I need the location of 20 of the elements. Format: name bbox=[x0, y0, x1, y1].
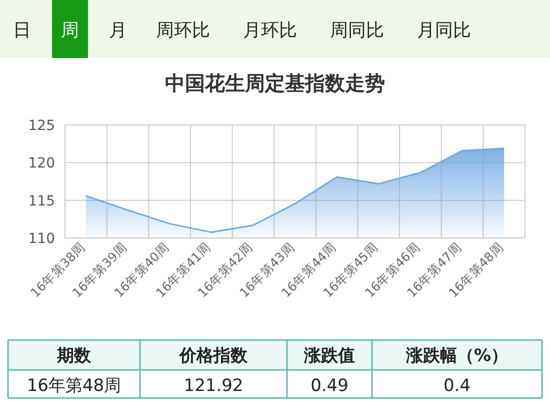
text: 月 bbox=[109, 20, 127, 41]
y-tick-label: 125 bbox=[28, 118, 55, 134]
text: 0.4 bbox=[443, 376, 471, 396]
text: 价格指数 bbox=[178, 346, 248, 366]
y-tick-label: 115 bbox=[28, 193, 55, 210]
text: 16年第48周 bbox=[26, 376, 122, 396]
text: 月同比 bbox=[417, 20, 471, 41]
y-tick-label: 110 bbox=[28, 231, 55, 247]
text: 121.92 bbox=[184, 376, 244, 396]
text: 周 bbox=[61, 20, 79, 41]
text: 月环比 bbox=[243, 20, 297, 41]
text: 日 bbox=[13, 20, 31, 41]
text: 0.49 bbox=[310, 376, 348, 396]
chart-title: 中国花生周定基指数走势 bbox=[165, 71, 385, 95]
text: 涨跌幅（%） bbox=[404, 346, 508, 366]
text: 期数 bbox=[56, 346, 92, 366]
text: 周环比 bbox=[156, 20, 210, 41]
text: 涨跌值 bbox=[303, 346, 355, 366]
text: 周同比 bbox=[330, 20, 384, 41]
y-tick-label: 120 bbox=[28, 156, 55, 172]
